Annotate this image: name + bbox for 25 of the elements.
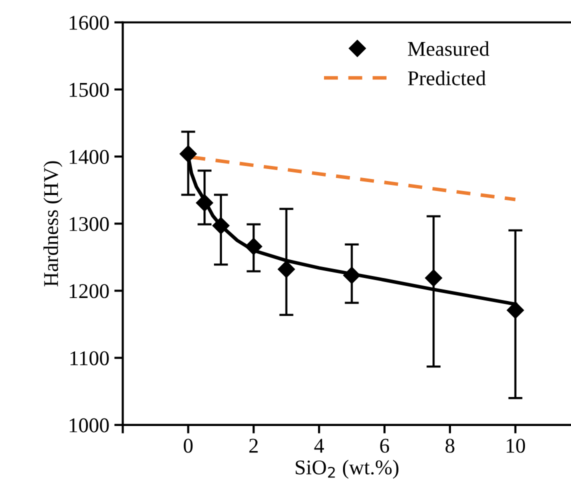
legend-label: Measured	[408, 41, 490, 56]
point	[245, 238, 262, 256]
point	[212, 217, 230, 234]
x-tick-label: 2	[249, 438, 258, 453]
point	[506, 302, 524, 319]
x-tick-label: 10	[506, 438, 525, 453]
y-tick-label: 1000	[70, 418, 109, 432]
point	[343, 266, 360, 284]
point	[180, 145, 197, 162]
legend-label: Predicted	[408, 70, 486, 86]
y-tick-label: 1100	[70, 351, 109, 366]
y-tick-label: 1200	[70, 284, 109, 298]
x-axis-title: SiO$_{2}$ (wt.%)	[296, 460, 398, 479]
x-tick-label: 4	[314, 438, 324, 453]
x-tick-label: 8	[446, 438, 454, 453]
y-tick-label: 1500	[70, 82, 109, 97]
x-tick-label: 6	[380, 438, 390, 453]
y-tick-label: 1400	[70, 150, 109, 164]
point	[196, 194, 214, 212]
y-tick-label: 1600	[70, 16, 109, 30]
y-axis-title: Hardness (HV)	[43, 161, 62, 286]
point	[425, 269, 442, 287]
x-tick-label: 0	[184, 438, 193, 453]
y-tick-label: 1300	[70, 217, 109, 232]
point	[278, 260, 295, 278]
